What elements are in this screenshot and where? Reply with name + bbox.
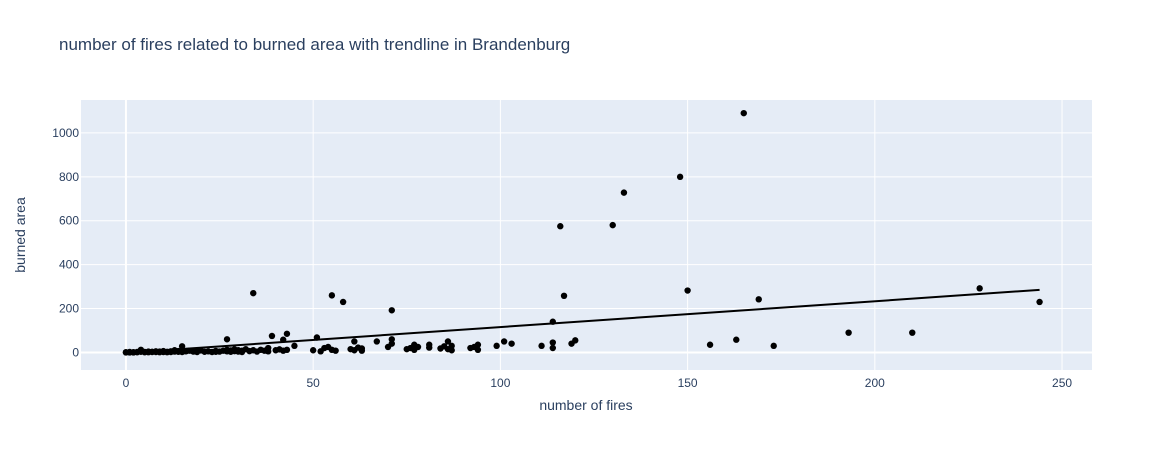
- data-point[interactable]: [508, 340, 515, 347]
- data-point[interactable]: [448, 347, 455, 354]
- data-point[interactable]: [500, 338, 508, 345]
- x-axis-title: number of fires: [539, 397, 632, 413]
- y-tick-label: 1000: [52, 126, 79, 140]
- data-point[interactable]: [223, 336, 231, 343]
- data-point[interactable]: [740, 109, 747, 117]
- data-point[interactable]: [313, 334, 321, 341]
- data-point[interactable]: [733, 336, 740, 343]
- data-point[interactable]: [549, 344, 556, 352]
- data-point[interactable]: [268, 332, 276, 340]
- data-point[interactable]: [493, 342, 500, 350]
- chart-title: number of fires related to burned area w…: [59, 35, 570, 54]
- data-point[interactable]: [909, 329, 916, 336]
- x-tick-label: 150: [678, 376, 698, 390]
- data-point[interactable]: [339, 298, 347, 306]
- data-point[interactable]: [549, 339, 556, 346]
- x-tick-label: 250: [1052, 376, 1072, 390]
- x-tick-labels: 0 50 100 150 200 250: [123, 376, 1073, 390]
- data-point[interactable]: [572, 337, 579, 344]
- data-point[interactable]: [538, 342, 545, 350]
- x-tick-label: 50: [306, 376, 320, 390]
- data-point[interactable]: [388, 336, 395, 343]
- x-tick-label: 0: [123, 376, 130, 390]
- data-point[interactable]: [560, 292, 568, 300]
- data-points: [122, 109, 1043, 356]
- data-point[interactable]: [620, 189, 628, 196]
- data-point[interactable]: [444, 338, 452, 345]
- data-point[interactable]: [309, 347, 317, 354]
- data-point[interactable]: [178, 343, 186, 350]
- data-point[interactable]: [280, 336, 287, 343]
- data-point[interactable]: [770, 342, 777, 350]
- y-tick-label: 0: [72, 345, 79, 359]
- data-point[interactable]: [388, 307, 395, 314]
- data-point[interactable]: [448, 342, 455, 350]
- data-point[interactable]: [549, 318, 556, 325]
- data-point[interactable]: [265, 344, 272, 352]
- data-point[interactable]: [474, 346, 482, 354]
- data-point[interactable]: [706, 341, 714, 348]
- data-point[interactable]: [283, 346, 291, 354]
- data-point[interactable]: [557, 223, 564, 230]
- data-point[interactable]: [388, 340, 395, 347]
- data-point[interactable]: [609, 221, 616, 229]
- y-tick-label: 200: [59, 302, 79, 316]
- data-point[interactable]: [358, 345, 366, 352]
- y-tick-label: 400: [59, 258, 79, 272]
- data-point[interactable]: [291, 342, 298, 350]
- data-point[interactable]: [283, 330, 291, 337]
- y-tick-label: 600: [59, 214, 79, 228]
- data-point[interactable]: [976, 285, 983, 292]
- x-tick-label: 200: [865, 376, 885, 390]
- data-point[interactable]: [684, 287, 691, 294]
- data-point[interactable]: [474, 341, 482, 348]
- trendline: [125, 288, 1040, 354]
- data-point[interactable]: [250, 289, 257, 297]
- plot-background: [81, 100, 1092, 370]
- data-point[interactable]: [426, 344, 433, 351]
- data-point[interactable]: [332, 347, 339, 354]
- data-point[interactable]: [755, 296, 762, 303]
- data-point[interactable]: [414, 343, 422, 351]
- data-point[interactable]: [373, 338, 381, 345]
- y-axis-title: burned area: [12, 197, 28, 273]
- trendline-layer: [125, 288, 1040, 354]
- data-point[interactable]: [1036, 298, 1043, 306]
- data-point[interactable]: [676, 173, 684, 181]
- y-tick-label: 800: [59, 170, 79, 184]
- data-point[interactable]: [845, 329, 852, 336]
- y-tick-labels: 0 200 400 600 800 1000: [52, 126, 79, 360]
- data-point[interactable]: [351, 338, 358, 345]
- x-tick-label: 100: [490, 376, 510, 390]
- data-point[interactable]: [328, 292, 336, 299]
